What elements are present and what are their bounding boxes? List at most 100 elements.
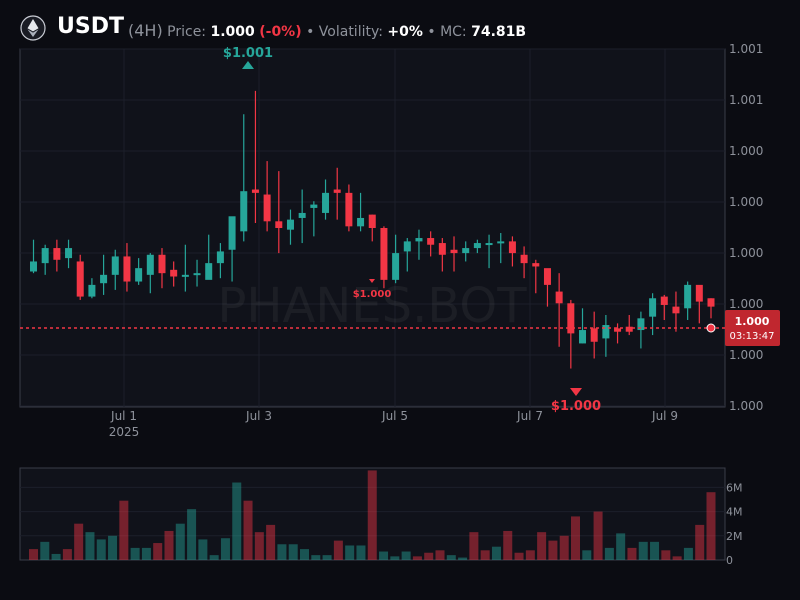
volume-bar [458, 557, 468, 560]
current-price-indicator: 1.000 03:13:47 [20, 310, 780, 346]
volume-bar [232, 482, 242, 560]
candle-body [41, 248, 49, 264]
timeframe-label: (4H) [128, 21, 163, 40]
volume-bar [514, 552, 524, 560]
candle-body [450, 249, 458, 254]
candle-body [660, 296, 668, 305]
y-tick-label: 1.000 [729, 348, 763, 362]
candle-body [403, 241, 411, 252]
low-marker-icon [570, 388, 582, 396]
y-tick-label: 1.001 [729, 42, 763, 56]
volume-bar [650, 541, 660, 560]
price-grid [20, 48, 725, 407]
volume-bar [288, 544, 298, 560]
volume-bar [379, 551, 389, 560]
candle-body [111, 256, 119, 275]
x-tick-label: Jul 1 [110, 409, 137, 423]
candle-body [286, 219, 294, 230]
candle-body [310, 204, 318, 208]
volume-bar [548, 540, 558, 560]
candle-body [462, 248, 470, 254]
volume-bar [627, 547, 637, 560]
candle-body [135, 268, 143, 282]
volume-bar [130, 547, 140, 560]
volume-bar [254, 532, 264, 560]
volume-bars [29, 470, 716, 560]
volume-bar [220, 538, 230, 560]
y-tick-label: 1.000 [729, 144, 763, 158]
candle-body [625, 326, 633, 332]
price-change: (-0%) [259, 24, 302, 40]
candle-body [216, 251, 224, 264]
volume-bar [683, 547, 693, 560]
separator: • [427, 24, 436, 40]
volume-bar [706, 492, 716, 560]
candle-body [380, 228, 388, 280]
volume-tick-label: 2M [726, 530, 743, 543]
y-tick-label: 1.000 [729, 399, 763, 413]
candle-body [53, 248, 61, 260]
volume-bar [141, 547, 151, 560]
candle-body [684, 284, 692, 309]
candle-body [485, 243, 493, 246]
volume-bar [96, 539, 106, 560]
volume-bar [108, 535, 118, 560]
candle-body [368, 214, 376, 228]
candle-body [181, 274, 189, 277]
candle-body [251, 189, 259, 193]
candle-body [497, 241, 505, 244]
x-tick-label: Jul 9 [651, 409, 678, 423]
candle-body [357, 217, 365, 227]
watermark: PHANES.BOT [217, 278, 527, 334]
volume-bar [198, 539, 208, 560]
volume-bar [638, 541, 648, 560]
candle-body [695, 284, 703, 302]
volume-tick-label: 6M [726, 481, 743, 494]
candle-body [579, 330, 587, 344]
volume-bar [333, 540, 343, 560]
candle-body [672, 306, 680, 314]
volume-bar [243, 500, 253, 560]
volume-bar [503, 530, 513, 560]
volume-bar [356, 545, 366, 560]
volume-bar [29, 549, 38, 560]
volume-tick-label: 4M [726, 506, 743, 519]
volatility-value: +0% [387, 24, 423, 40]
volume-bar [491, 546, 501, 560]
candle-body [240, 191, 248, 232]
token-symbol: USDT [57, 14, 124, 39]
volume-bar [40, 541, 50, 560]
volume-bar [435, 550, 445, 560]
volume-bar [695, 524, 705, 560]
x-tick-label: Jul 7 [516, 409, 543, 423]
volume-bar [390, 556, 400, 560]
volume-bar [616, 533, 626, 560]
current-price-value: 1.000 [735, 315, 770, 328]
volume-bar [62, 549, 72, 560]
candle-body [193, 273, 201, 276]
x-year-label: 2025 [109, 425, 140, 439]
volume-bar [119, 500, 129, 560]
high-label: $1.001 [223, 46, 273, 61]
time-axis: Jul 1 Jul 3 Jul 5 Jul 7 Jul 9 2025 [109, 409, 678, 439]
candle-body [228, 216, 236, 250]
chart-header: USDT (4H) Price: 1.000 (-0%) • Volatilit… [0, 0, 800, 50]
volume-bar [661, 550, 671, 560]
volume-bar [153, 543, 163, 560]
price-info-line: (4H) Price: 1.000 (-0%) • Volatility: +0… [128, 21, 526, 40]
candle-body [263, 194, 271, 222]
volume-bar [469, 532, 479, 560]
candle-body [473, 243, 481, 249]
candle-body [123, 256, 131, 282]
y-tick-label: 1.000 [729, 195, 763, 209]
candle-body [427, 238, 435, 245]
volume-bar [345, 545, 355, 560]
volume-bar [266, 524, 276, 560]
volume-bar [311, 555, 321, 560]
candle-body [30, 261, 37, 272]
candle-body [88, 284, 96, 297]
volume-bar [424, 552, 434, 560]
y-tick-label: 1.001 [729, 93, 763, 107]
volume-bar [672, 556, 682, 560]
